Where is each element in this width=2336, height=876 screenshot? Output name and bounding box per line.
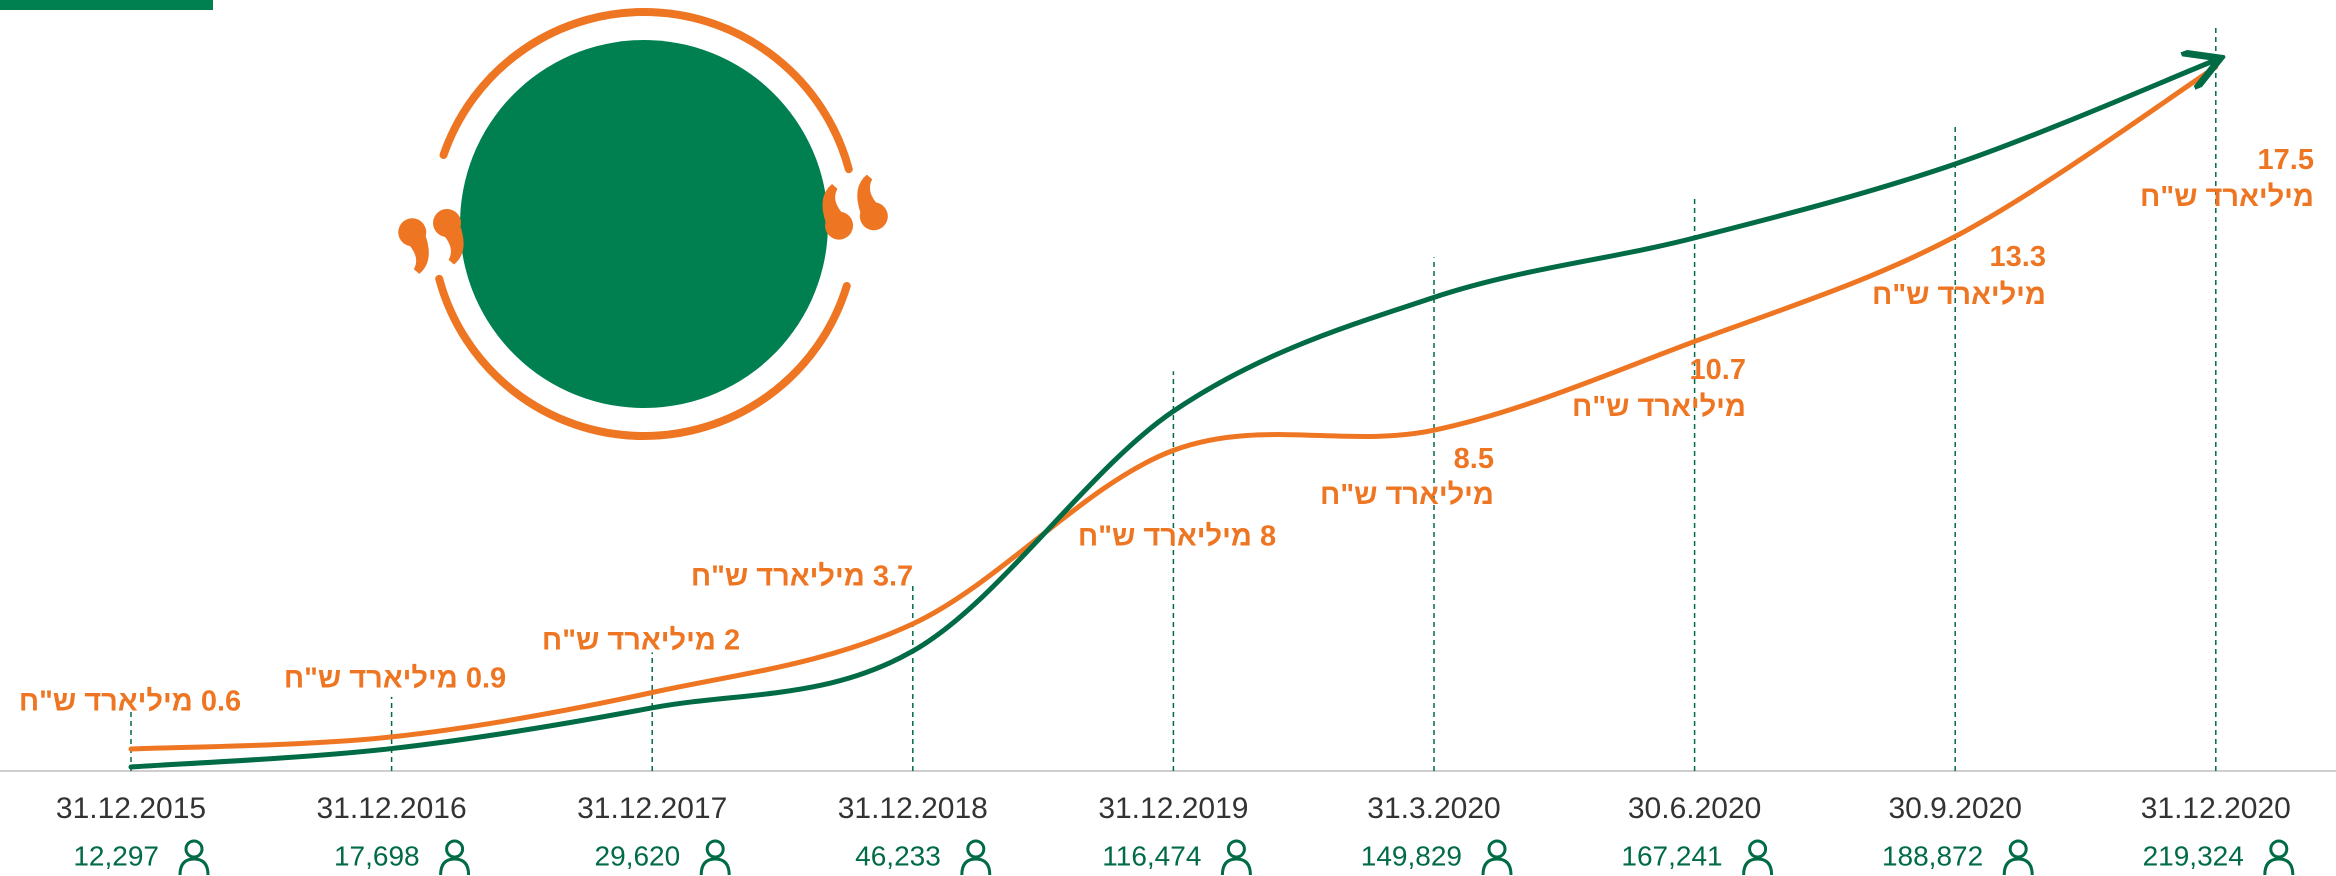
amount-label-line: 8.5 xyxy=(1454,443,1494,475)
amount-label: 8.5 מיליארד ש"ח xyxy=(1320,443,1494,511)
person-icon xyxy=(1220,839,1252,876)
quote-tail xyxy=(822,183,845,223)
person-head xyxy=(2008,839,2028,859)
person-icon xyxy=(178,839,210,876)
badge-circle xyxy=(460,40,828,408)
person-icon xyxy=(960,839,992,876)
person-body xyxy=(2002,857,2034,876)
quote-tail xyxy=(441,225,464,265)
corner-bar xyxy=(0,0,213,10)
badge-ring xyxy=(439,8,853,174)
quote-tail xyxy=(857,174,880,214)
amount-label-line: 13.3 xyxy=(1990,241,2046,273)
member-count: 188,872 xyxy=(1882,840,1983,871)
person-body xyxy=(439,857,471,876)
person-head xyxy=(705,839,725,859)
person-icon xyxy=(1481,839,1513,876)
person-head xyxy=(1226,839,1246,859)
person-icon xyxy=(439,839,471,876)
badge-ring xyxy=(435,274,851,440)
amount-label-line: מיליארד ש"ח xyxy=(2140,181,2314,213)
member-count: 12,297 xyxy=(73,840,159,871)
person-body xyxy=(2263,857,2295,876)
amount-label: 0.6 מיליארד ש"ח xyxy=(19,686,241,718)
date-label: 31.12.2015 xyxy=(56,792,206,825)
member-count: 29,620 xyxy=(595,840,681,871)
person-head xyxy=(966,839,986,859)
amount-label: 3.7 מיליארד ש"ח xyxy=(691,561,913,593)
person-body xyxy=(1742,857,1774,876)
amount-label: 8 מיליארד ש"ח xyxy=(1078,521,1276,553)
person-head xyxy=(445,839,465,859)
date-label: 31.12.2019 xyxy=(1098,792,1248,825)
person-body xyxy=(178,857,210,876)
amount-label-line: 10.7 xyxy=(1690,354,1746,386)
member-count: 149,829 xyxy=(1361,840,1462,871)
date-label: 31.3.2020 xyxy=(1367,792,1500,825)
person-icon xyxy=(1742,839,1774,876)
member-count: 46,233 xyxy=(855,840,941,871)
amount-label-line: 17.5 xyxy=(2258,144,2314,176)
date-label: 30.6.2020 xyxy=(1628,792,1761,825)
amount-label: 17.5 מיליארד ש"ח xyxy=(2140,144,2314,213)
person-head xyxy=(1487,839,1507,859)
badge xyxy=(398,8,888,440)
date-label: 31.12.2020 xyxy=(2141,792,2291,825)
person-body xyxy=(960,857,992,876)
person-body xyxy=(699,857,731,876)
date-label: 31.12.2018 xyxy=(838,792,988,825)
person-body xyxy=(1220,857,1252,876)
amount-line xyxy=(128,64,2219,752)
members-line xyxy=(128,60,2216,770)
member-count: 17,698 xyxy=(334,840,420,871)
member-count: 167,241 xyxy=(1621,840,1722,871)
person-icon xyxy=(699,839,731,876)
member-count: 116,474 xyxy=(1102,840,1201,871)
quote-tail xyxy=(406,234,429,274)
amount-label-line: מיליארד ש"ח xyxy=(1872,279,2046,311)
amount-label-line: מיליארד ש"ח xyxy=(1320,479,1494,511)
person-head xyxy=(1748,839,1768,859)
amount-label: 13.3 מיליארד ש"ח xyxy=(1872,241,2046,311)
date-label: 31.12.2017 xyxy=(577,792,727,825)
amount-label-line: מיליארד ש"ח xyxy=(1572,391,1746,423)
person-body xyxy=(1481,857,1513,876)
amount-label: 10.7 מיליארד ש"ח xyxy=(1572,354,1746,423)
amount-label: 0.9 מיליארד ש"ח xyxy=(284,663,506,695)
person-icon xyxy=(2263,839,2295,876)
person-head xyxy=(2269,839,2289,859)
date-label: 30.9.2020 xyxy=(1888,792,2021,825)
amount-label: 2 מיליארד ש"ח xyxy=(542,625,740,657)
person-icon xyxy=(2002,839,2034,876)
member-count: 219,324 xyxy=(2143,840,2244,871)
person-head xyxy=(184,839,204,859)
date-label: 31.12.2016 xyxy=(317,792,467,825)
